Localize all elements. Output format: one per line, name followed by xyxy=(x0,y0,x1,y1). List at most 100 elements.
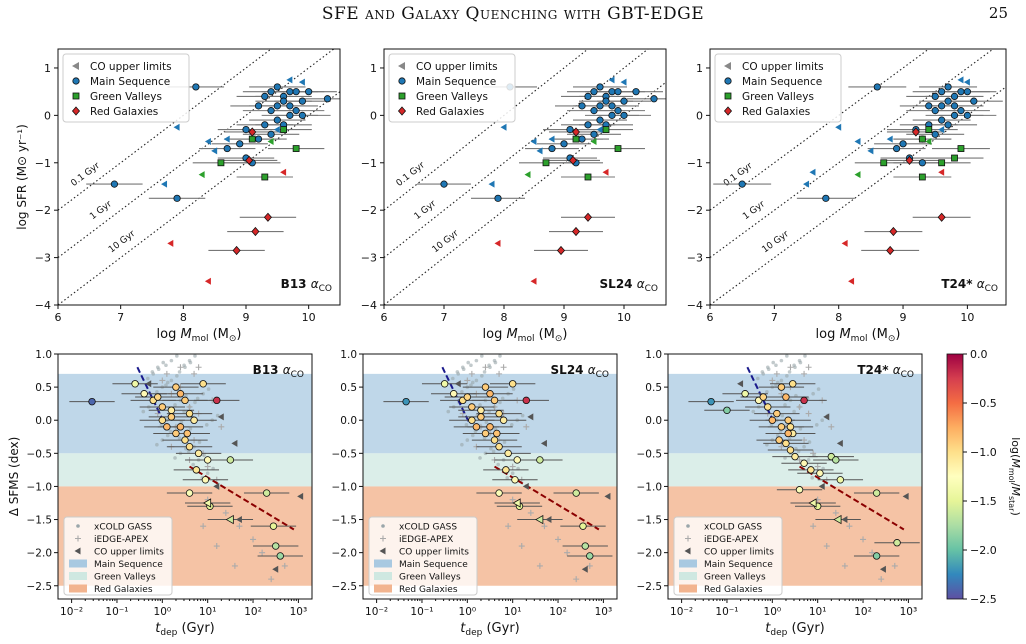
upper-limit-ms xyxy=(286,76,293,84)
legend-marker-iedge xyxy=(380,535,386,542)
gv-point xyxy=(880,159,888,167)
legend-patch-gv xyxy=(69,572,87,580)
ms-point xyxy=(494,194,502,202)
gv-point xyxy=(614,145,622,152)
ms-point xyxy=(590,130,598,138)
y-axis-label: Δ SFMS (dex) xyxy=(7,437,21,517)
xcold-point xyxy=(787,436,792,440)
legend-label-rg: Red Galaxies xyxy=(94,585,153,595)
legend-patch-gv xyxy=(374,572,392,580)
galaxy-point xyxy=(741,390,749,398)
xcold-point xyxy=(155,442,159,447)
xcold-point xyxy=(500,396,505,401)
ms-point xyxy=(614,88,622,96)
upper-limit-ms xyxy=(957,76,964,84)
xcold-point xyxy=(798,427,803,431)
upper-limit-colored xyxy=(225,514,234,525)
xcold-point xyxy=(780,413,785,418)
y-tick-label: −1.5 xyxy=(637,515,663,527)
x-axis-label: log Mmol (M⊙) xyxy=(157,327,242,344)
legend-patch-ms xyxy=(69,559,87,568)
y-tick-label: −2 xyxy=(687,204,703,217)
iedge-point xyxy=(805,410,812,417)
xcold-point xyxy=(173,456,177,460)
iedge-point xyxy=(891,562,898,569)
y-tick-label: −2.5 xyxy=(637,581,663,593)
x-tick-label: 10⁰ xyxy=(764,606,782,618)
iedge-point xyxy=(878,576,885,583)
upper-limit xyxy=(540,439,547,447)
ms-point xyxy=(192,83,200,91)
xcold-point xyxy=(446,409,451,414)
galaxy-point xyxy=(800,396,808,405)
iedge-point xyxy=(564,549,571,556)
ms-point xyxy=(254,102,263,110)
xcold-point xyxy=(173,403,177,407)
galaxy-point xyxy=(158,403,167,411)
upper-limit xyxy=(231,439,238,447)
galaxy-point xyxy=(490,436,499,444)
iedge-point xyxy=(177,364,184,371)
iedge-point xyxy=(586,562,593,569)
legend-marker-rg xyxy=(723,106,733,116)
galaxy-point xyxy=(192,466,201,474)
upper-limit xyxy=(604,492,611,500)
legend-marker-upper xyxy=(72,62,79,70)
xcold-point xyxy=(186,449,191,454)
iedge-point xyxy=(573,576,580,583)
ms-point xyxy=(614,107,622,115)
x-axis-label: log Mmol (M⊙) xyxy=(816,327,901,344)
galaxy-point xyxy=(768,416,777,424)
xcold-point xyxy=(478,403,482,407)
upper-limit xyxy=(213,482,220,490)
iedge-point xyxy=(218,423,225,430)
upper-limit-ms xyxy=(548,135,555,143)
ms-point xyxy=(305,88,313,96)
xcold-point xyxy=(164,363,168,368)
x-tick-label: 9 xyxy=(561,311,568,324)
xcold-point xyxy=(165,433,170,438)
x-tick-label: 10⁰ xyxy=(459,606,477,618)
legend: xCOLD GASS iEDGE-APEX CO upper limits Main … xyxy=(63,516,173,596)
galaxy-point xyxy=(463,393,472,401)
iedge-point xyxy=(828,423,835,430)
y-tick-label: 0.5 xyxy=(645,382,662,394)
upper-limit-colored xyxy=(512,498,521,508)
legend-marker-upper xyxy=(74,547,81,555)
xcold-point xyxy=(205,471,210,475)
galaxy-point xyxy=(185,489,194,497)
legend: xCOLD GASS iEDGE-APEX CO upper limits Main … xyxy=(368,516,478,596)
galaxy-point xyxy=(402,397,410,406)
upper-limit-ms xyxy=(809,168,816,176)
rg-point xyxy=(251,226,260,237)
legend-label-gv: Green Valleys xyxy=(742,91,814,103)
fit-line-blue xyxy=(136,366,166,424)
galaxy-point xyxy=(872,552,881,560)
xcold-point xyxy=(188,427,193,431)
galaxy-point xyxy=(486,390,494,398)
galaxy-point xyxy=(807,466,815,474)
galaxy-point xyxy=(816,469,824,477)
galaxy-point xyxy=(579,522,587,530)
y-tick-label: −2.0 xyxy=(637,548,663,560)
galaxy-point xyxy=(140,390,148,398)
xcold-point xyxy=(792,363,796,368)
y-tick-label: 1 xyxy=(370,62,377,75)
xcold-point xyxy=(489,446,493,451)
galaxy-point xyxy=(511,476,519,484)
upper-limit-ms xyxy=(500,123,507,131)
ms-point xyxy=(608,102,616,110)
galaxy-point xyxy=(508,380,517,388)
legend-marker-gv xyxy=(72,92,80,100)
xcold-point xyxy=(480,374,484,378)
galaxy-point xyxy=(272,542,280,550)
xcold-point xyxy=(509,423,514,427)
upper-limit xyxy=(217,413,224,421)
x-tick-label: 10³ xyxy=(290,606,308,618)
legend: CO upper limits Main Sequence Green Valley… xyxy=(714,53,842,123)
upper-limit-ms xyxy=(530,137,537,145)
iedge-point xyxy=(464,377,471,384)
xcold-point xyxy=(502,440,507,444)
iedge-point xyxy=(482,364,489,371)
